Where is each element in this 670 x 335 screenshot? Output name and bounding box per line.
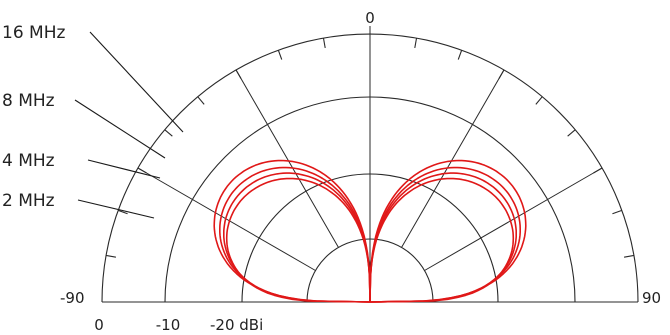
grid-tick-60 [593, 167, 603, 174]
leader-line-0 [89, 31, 184, 133]
angle-label-left: -90 [60, 289, 85, 307]
pattern-right-1 [369, 166, 521, 303]
leader-line-3 [77, 199, 155, 219]
grid-spoke--60 [137, 167, 316, 271]
grid-tick--30 [235, 69, 242, 79]
leader-line-2 [87, 159, 161, 179]
grid-spoke-30 [401, 69, 505, 248]
angle-label-right: 90 [642, 289, 661, 307]
grid-tick-70 [612, 209, 623, 215]
grid-tick--80 [105, 254, 117, 258]
grid-tick--20 [277, 49, 283, 60]
grid-tick-50 [567, 129, 576, 137]
grid-tick-40 [535, 96, 543, 105]
leader-line-1 [74, 99, 166, 159]
grid-tick--50 [164, 129, 173, 137]
series-label-8mhz: 8 MHz [2, 91, 55, 111]
grid-spoke-60 [424, 167, 603, 271]
radial-label-0: 0 [94, 316, 104, 334]
angle-label-top: 0 [365, 9, 375, 27]
pattern-right-0 [369, 159, 527, 303]
polar-grid [101, 26, 639, 303]
grid-tick-80 [623, 254, 635, 258]
grid-spoke--30 [235, 69, 339, 248]
grid-tick--10 [322, 37, 326, 49]
grid-tick--70 [117, 209, 128, 215]
grid-tick-30 [498, 69, 505, 79]
leader-lines [74, 31, 184, 219]
pattern-left-3 [225, 177, 371, 303]
pattern-left-0 [213, 159, 371, 303]
radiation-patterns [213, 159, 527, 303]
pattern-right-2 [369, 172, 517, 303]
radial-label-10: -10 [156, 316, 181, 334]
pattern-right-3 [369, 177, 515, 303]
radial-label-20: -20 dBi [210, 316, 263, 334]
series-label-16mhz: 16 MHz [2, 23, 65, 43]
grid-tick-10 [414, 37, 418, 49]
series-label-4mhz: 4 MHz [2, 151, 55, 171]
pattern-left-2 [223, 172, 371, 303]
grid-tick--40 [197, 96, 205, 105]
series-label-2mhz: 2 MHz [2, 191, 55, 211]
grid-tick-20 [457, 49, 463, 60]
grid-tick--60 [137, 167, 147, 174]
pattern-left-1 [219, 166, 371, 303]
